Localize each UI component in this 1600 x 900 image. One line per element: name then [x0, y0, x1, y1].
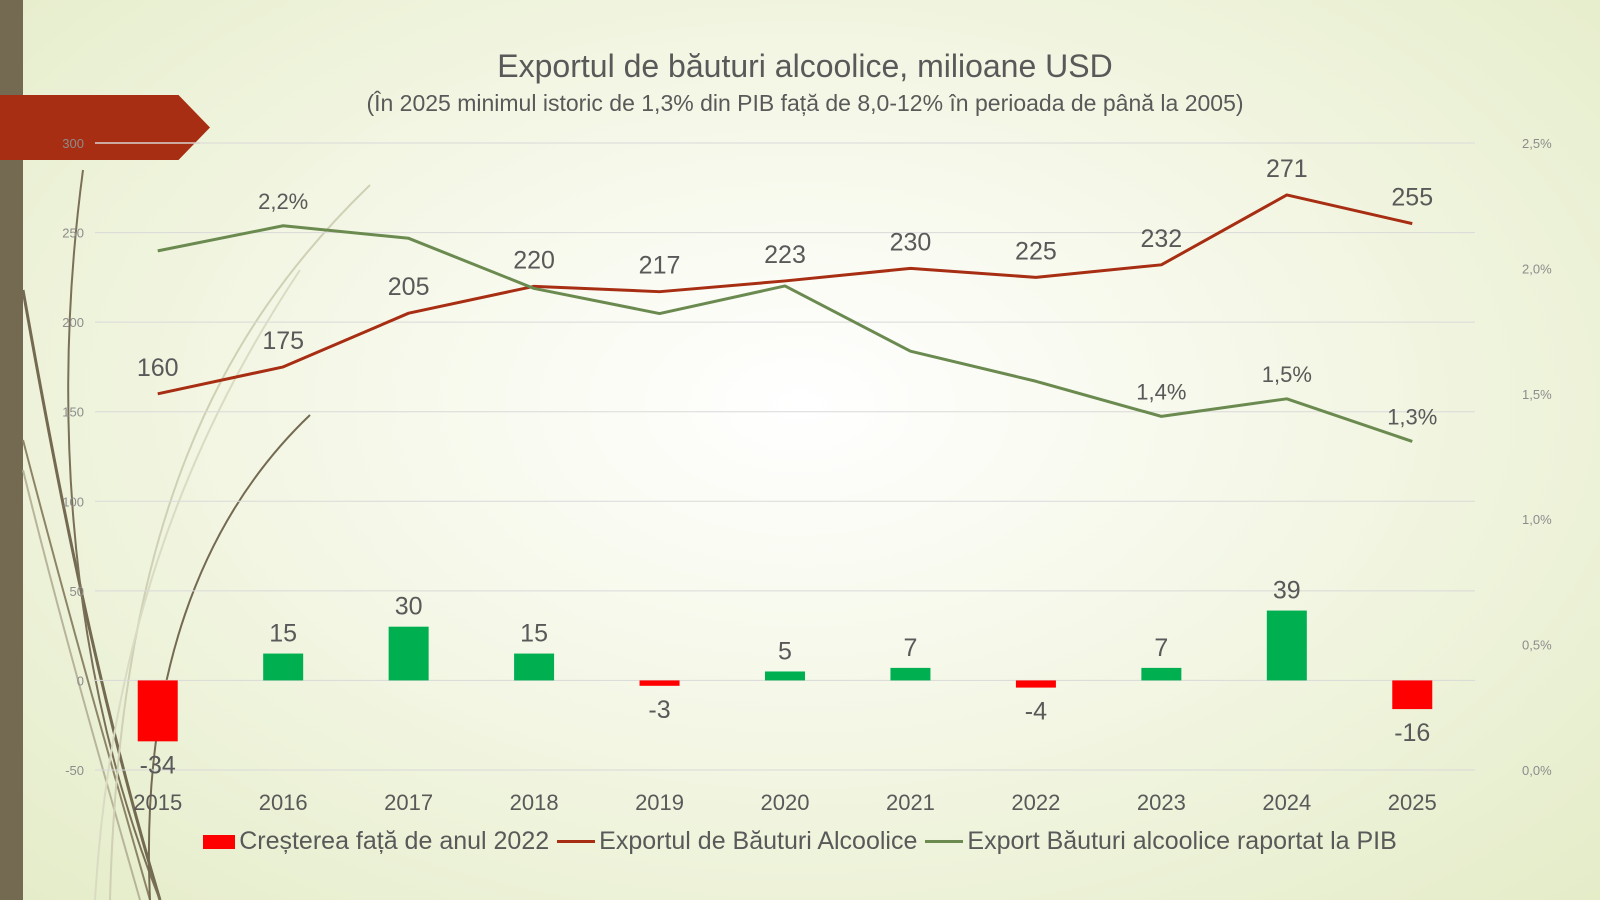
data-labels: -34 15 30 15 -3 5 7 -4 7 39 -16 160 175 205 220 217 223 2…	[137, 155, 1437, 779]
bar	[1266, 610, 1307, 681]
export-data-label: 217	[639, 252, 681, 280]
left-tick-label: 100	[62, 494, 84, 509]
bar-data-label: 15	[520, 620, 548, 648]
right-tick-label: 1,5%	[1522, 387, 1552, 402]
gdp-share-data-label: 1,3%	[1387, 404, 1437, 429]
bar-data-label: -4	[1025, 698, 1047, 726]
export-data-label: 271	[1266, 155, 1308, 183]
legend-swatch-gdp-share	[925, 840, 964, 843]
right-tick-label: 1,0%	[1522, 512, 1552, 527]
bar	[890, 667, 931, 681]
bar-data-label: 30	[395, 593, 423, 621]
bar-data-label: 39	[1273, 577, 1301, 605]
left-decor-band	[0, 0, 23, 900]
gdp-share-data-label: 1,5%	[1262, 362, 1312, 387]
export-data-label: 232	[1141, 225, 1183, 253]
bar-data-label: 5	[778, 637, 792, 665]
bar	[263, 653, 304, 681]
legend-item-gdp-share: Export Băuturi alcoolice raportat la PIB	[925, 827, 1397, 856]
legend-label-growth: Creșterea față de anul 2022	[239, 827, 550, 855]
chart-title: Exportul de băuturi alcoolice, milioane …	[497, 48, 1113, 84]
line-series	[157, 193, 1413, 443]
bar	[1141, 667, 1182, 681]
x-tick-label: 2015	[133, 790, 182, 815]
export-data-label: 223	[764, 241, 806, 269]
bar-series	[137, 610, 1433, 742]
bar-data-label: -34	[140, 751, 176, 779]
left-tick-label: -50	[65, 763, 84, 778]
left-tick-label: 300	[62, 136, 84, 151]
left-tick-label: 50	[70, 584, 84, 599]
export-data-label: 230	[890, 228, 932, 256]
x-axis: 2015 2016 2017 2018 2019 2020 2021 2022 2023 2024…	[133, 790, 1436, 815]
export-data-label: 255	[1391, 184, 1433, 212]
right-axis: 0,0% 0,5% 1,0% 1,5% 2,0% 2,5%	[1522, 136, 1552, 778]
right-tick-label: 2,5%	[1522, 136, 1552, 151]
left-axis: -50 0 50 100 150 200 250 300	[62, 136, 84, 778]
gdp-share-data-label: 1,4%	[1136, 379, 1186, 404]
bar	[639, 680, 680, 686]
bar	[388, 626, 429, 681]
legend: Creșterea față de anul 2022 Exportul de …	[0, 827, 1600, 856]
x-tick-label: 2020	[761, 790, 810, 815]
gridlines	[95, 142, 1475, 771]
x-tick-label: 2022	[1011, 790, 1060, 815]
legend-label-export: Exportul de Băuturi Alcoolice	[599, 827, 918, 855]
x-tick-label: 2018	[510, 790, 559, 815]
legend-item-growth: Creșterea față de anul 2022	[203, 827, 549, 856]
x-tick-label: 2017	[384, 790, 433, 815]
bar	[514, 653, 555, 681]
x-tick-label: 2021	[886, 790, 935, 815]
arrow-banner-decor	[0, 95, 210, 160]
legend-swatch-export	[557, 840, 596, 843]
right-tick-label: 0,0%	[1522, 763, 1552, 778]
left-tick-label: 150	[62, 405, 84, 420]
bar-data-label: 7	[1154, 634, 1168, 662]
bar	[1392, 680, 1433, 710]
right-tick-label: 2,0%	[1522, 261, 1552, 276]
legend-label-gdp-share: Export Băuturi alcoolice raportat la PIB	[967, 827, 1397, 855]
export-data-label: 220	[513, 246, 555, 274]
export-data-label: 225	[1015, 237, 1057, 265]
gdp-share-data-label: 2,2%	[258, 189, 308, 214]
left-tick-label: 0	[77, 673, 84, 688]
x-tick-label: 2024	[1262, 790, 1311, 815]
export-data-label: 175	[262, 327, 304, 355]
bar-data-label: -16	[1394, 719, 1430, 747]
bar	[1015, 680, 1056, 688]
chart-subtitle: (În 2025 minimul istoric de 1,3% din PIB…	[366, 90, 1244, 116]
export-data-label: 205	[388, 273, 430, 301]
x-tick-label: 2019	[635, 790, 684, 815]
bar	[765, 671, 805, 681]
export-line	[157, 193, 1413, 396]
export-data-label: 160	[137, 354, 179, 382]
decorative-curves	[21, 142, 371, 900]
x-tick-label: 2023	[1137, 790, 1186, 815]
x-tick-label: 2025	[1388, 790, 1437, 815]
bar-data-label: -3	[648, 696, 670, 724]
bar	[137, 680, 178, 742]
bar-data-label: 7	[904, 634, 918, 662]
right-tick-label: 0,5%	[1522, 638, 1552, 653]
legend-item-export: Exportul de Băuturi Alcoolice	[557, 827, 917, 856]
bar-data-label: 15	[269, 620, 297, 648]
left-tick-label: 250	[62, 226, 84, 241]
gdp-share-line	[157, 224, 1413, 443]
x-tick-label: 2016	[259, 790, 308, 815]
legend-swatch-growth	[203, 834, 236, 849]
left-tick-label: 200	[62, 315, 84, 330]
